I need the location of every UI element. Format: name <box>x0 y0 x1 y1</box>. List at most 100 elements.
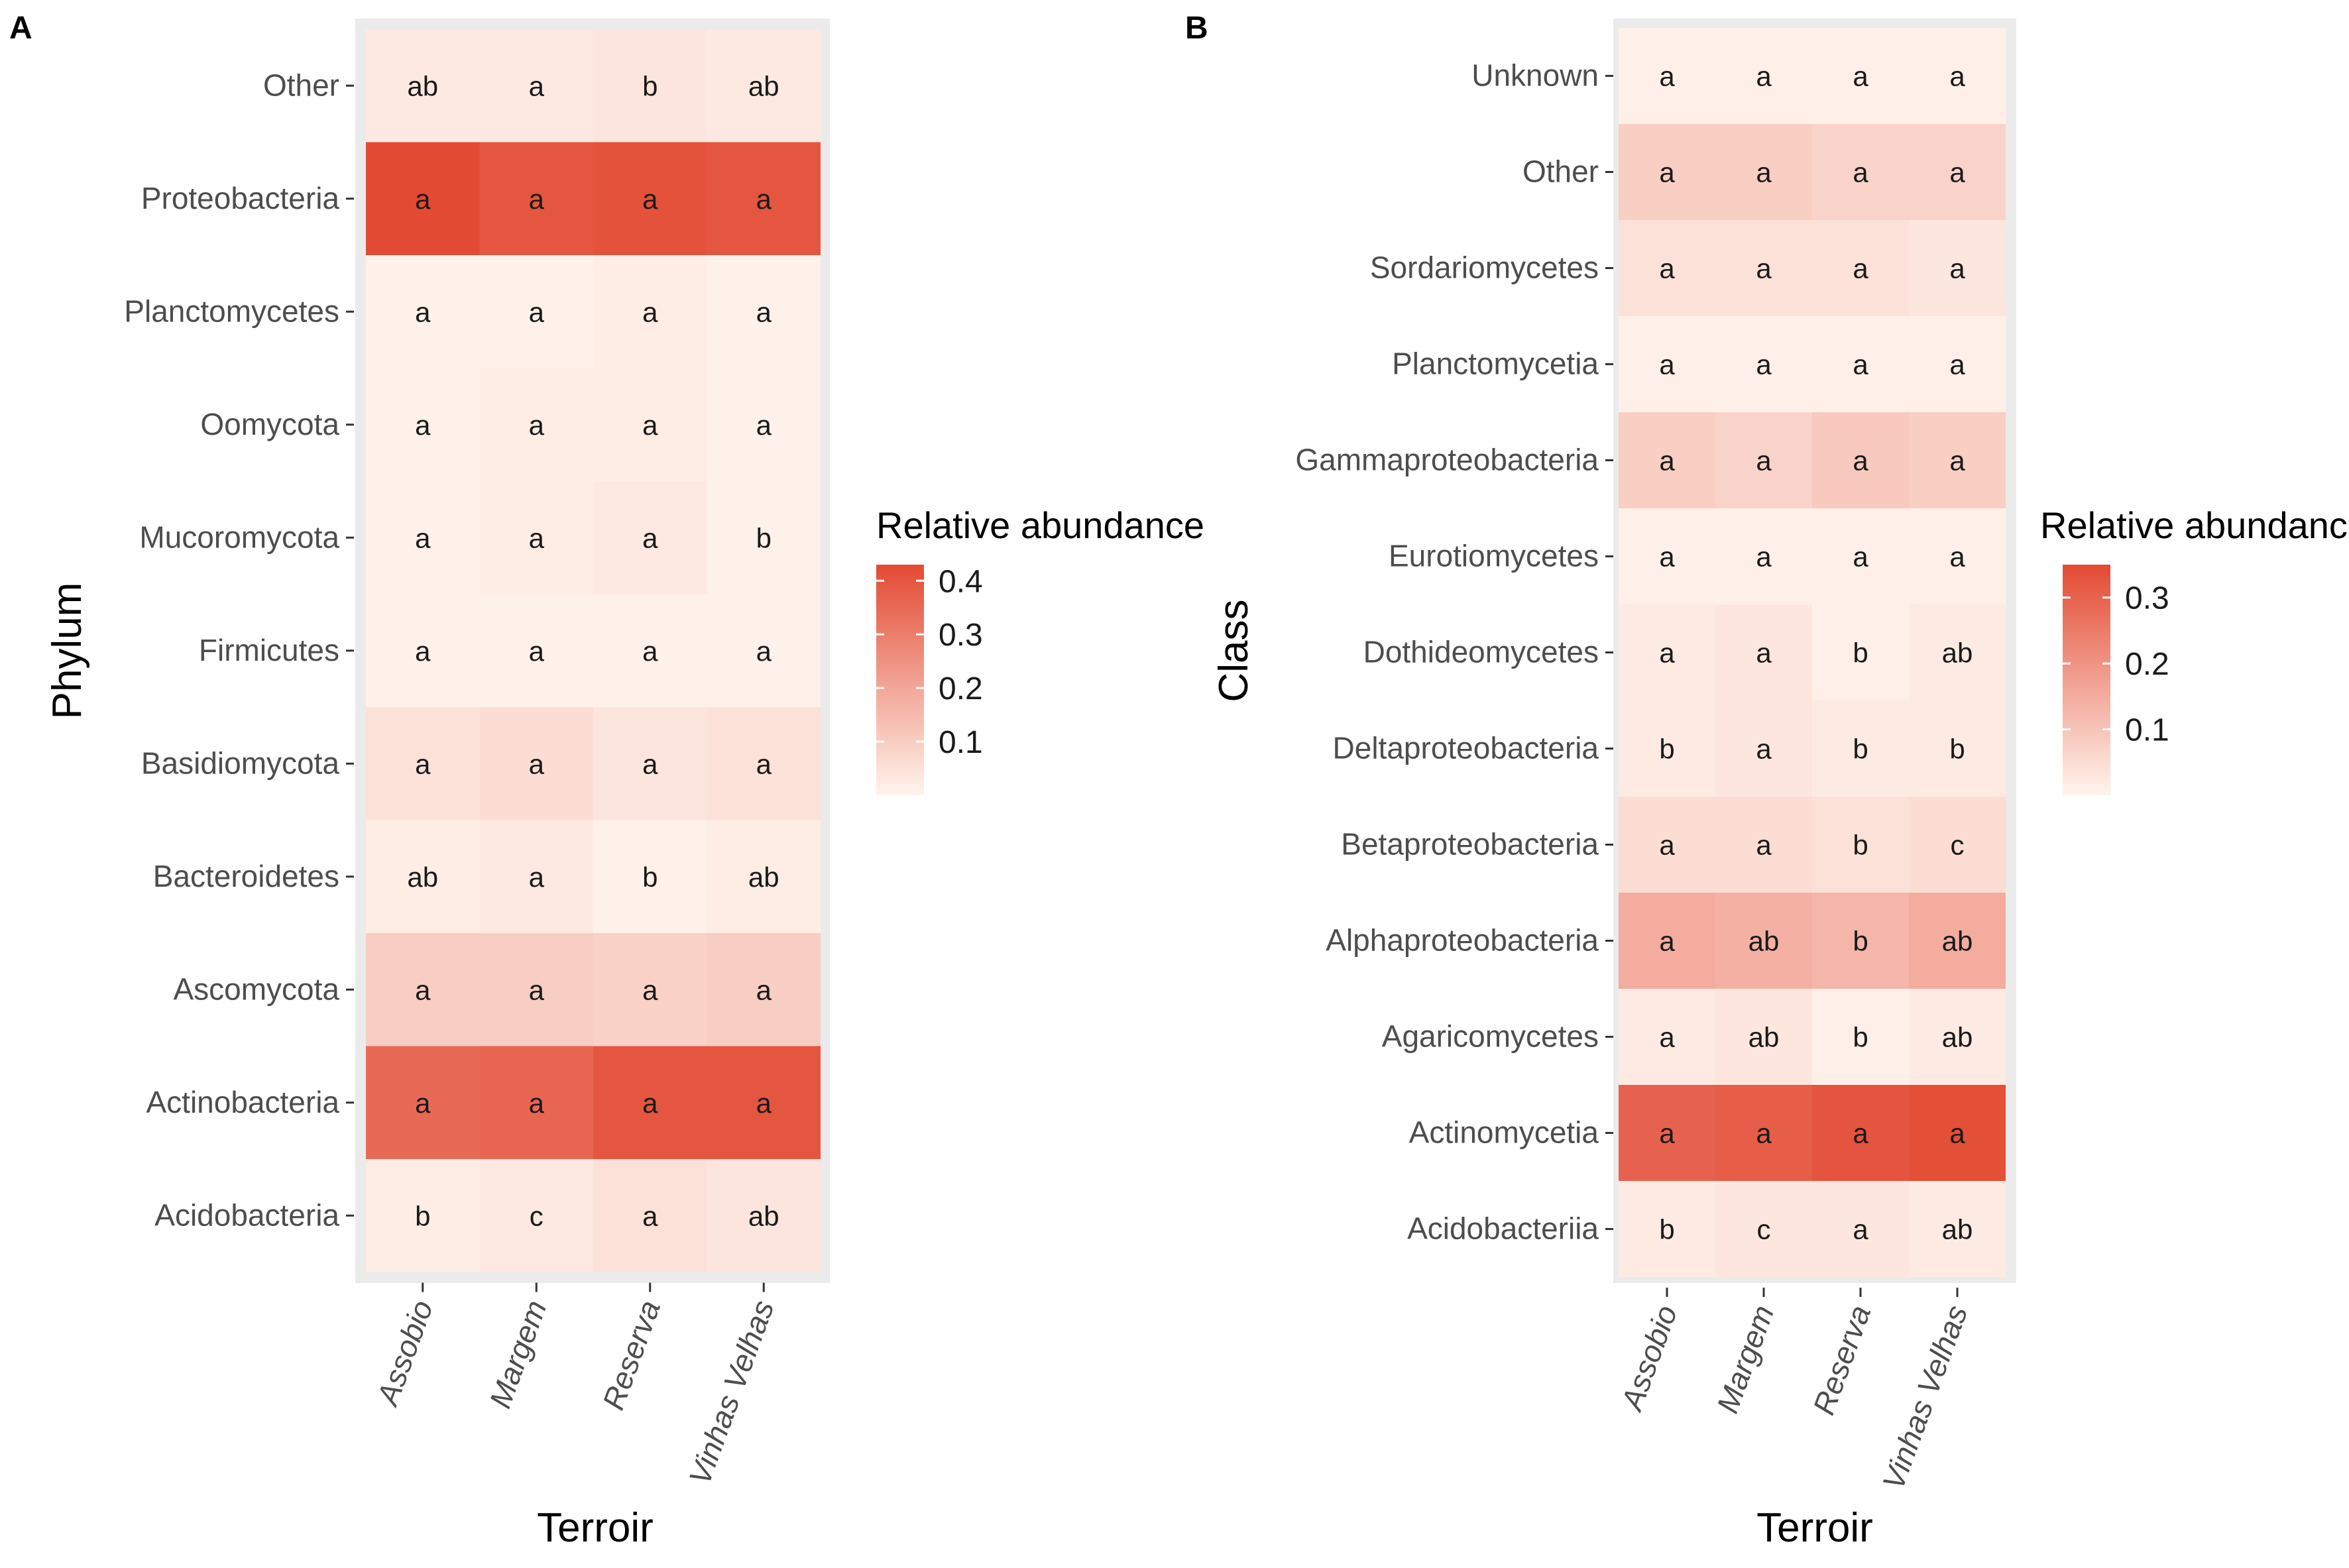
heatmap-cell <box>593 820 707 933</box>
significance-label: ab <box>1942 1022 1973 1053</box>
heatmap-cell <box>1909 124 2006 220</box>
legend-tick-label: 0.2 <box>2125 647 2169 682</box>
heatmap-cell <box>1619 989 1715 1085</box>
legend: Relative abundance 0.1 0.2 0.3 <box>2040 504 2349 795</box>
significance-label: b <box>1853 830 1868 861</box>
significance-label: a <box>415 184 431 215</box>
legend-ticks: 0.1 0.2 0.3 <box>2063 581 2169 748</box>
significance-label: a <box>1853 349 1868 380</box>
significance-label: a <box>756 296 772 327</box>
y-tick-label: Dothideomycetes <box>1363 635 1599 669</box>
y-tick-label: Acidobacteria <box>154 1198 339 1232</box>
y-tick-label: Ascomycota <box>173 972 339 1006</box>
significance-label: a <box>1949 253 1965 284</box>
heatmap-cell <box>366 481 480 594</box>
heatmap-cell <box>1715 1085 1812 1181</box>
heatmap-cell <box>593 1046 707 1159</box>
panel-label: A <box>9 11 32 46</box>
heatmap-cell <box>707 707 821 820</box>
heatmap-cell <box>366 707 480 820</box>
heatmap-cells <box>366 29 821 1272</box>
heatmap-cell <box>593 29 707 142</box>
heatmap-cell <box>1909 989 2006 1085</box>
significance-label: a <box>1756 157 1772 188</box>
y-tick-label: Basidiomycota <box>141 746 340 780</box>
heatmap-cell <box>707 29 821 142</box>
heatmap-cell <box>479 29 593 142</box>
y-tick-label: Deltaproteobacteria <box>1333 731 1599 765</box>
significance-label: a <box>756 636 772 667</box>
heatmap-cell <box>479 707 593 820</box>
y-tick-label: Planctomycetes <box>124 294 339 328</box>
heatmap-cell <box>1715 604 1812 700</box>
heatmap-cell <box>1909 220 2006 316</box>
heatmap-cell <box>479 481 593 594</box>
significance-label: a <box>415 636 431 667</box>
heatmap-cell <box>366 933 480 1046</box>
heatmap-cell <box>1909 316 2006 412</box>
heatmap-cell <box>1715 28 1812 124</box>
heatmap-cell <box>1715 508 1812 604</box>
significance-label: a <box>642 1200 658 1231</box>
significance-label: a <box>642 296 658 327</box>
significance-label: ab <box>748 862 779 893</box>
significance-label: a <box>1659 1022 1675 1053</box>
heatmap-cell <box>593 142 707 255</box>
significance-label: a <box>1853 61 1868 92</box>
heatmap-cell <box>1619 412 1715 508</box>
heatmap-cell <box>479 820 593 933</box>
significance-label: b <box>642 862 658 893</box>
heatmap-cell <box>366 820 480 933</box>
significance-label: a <box>1756 638 1772 669</box>
heatmap-cell <box>1812 1181 1909 1277</box>
heatmap-cell <box>1715 893 1812 989</box>
significance-label: a <box>642 184 658 215</box>
heatmap-cell <box>1909 412 2006 508</box>
y-tick-label: Oomycota <box>200 407 339 441</box>
significance-label: b <box>1949 734 1965 765</box>
significance-label: a <box>1949 349 1965 380</box>
significance-label: a <box>529 1088 545 1119</box>
y-tick-label: Eurotiomycetes <box>1389 539 1599 573</box>
y-tick-label: Proteobacteria <box>141 181 340 215</box>
heatmap-cell <box>1812 604 1909 700</box>
significance-label: ab <box>1942 638 1973 669</box>
heatmap-cell <box>593 933 707 1046</box>
x-axis-title: Terroir <box>537 1505 654 1551</box>
heatmap-cell <box>366 594 480 707</box>
significance-label: b <box>1659 1214 1674 1245</box>
significance-label: a <box>415 974 431 1005</box>
heatmap-cell <box>479 594 593 707</box>
significance-label: a <box>529 636 545 667</box>
heatmap-cell <box>1812 220 1909 316</box>
significance-label: a <box>1659 926 1675 957</box>
significance-label: a <box>529 184 545 215</box>
heatmap-cell <box>1909 893 2006 989</box>
significance-label: a <box>1756 349 1772 380</box>
y-axis-title: Class <box>1211 599 1257 702</box>
significance-label: a <box>1756 1118 1772 1149</box>
heatmap-cell <box>707 933 821 1046</box>
heatmap-cell <box>1619 1085 1715 1181</box>
panel-a: A ab a b aba a a aa a a aa a a aa a a ba a a aa a a aab a b aba a… <box>9 11 1204 1551</box>
significance-label: a <box>1853 445 1868 476</box>
significance-label: a <box>642 636 658 667</box>
significance-label: a <box>1756 253 1772 284</box>
significance-label: ab <box>1748 1022 1780 1053</box>
y-tick-label: Actinomycetia <box>1409 1115 1599 1150</box>
legend-ticks: 0.1 0.2 0.3 0.4 <box>876 564 983 760</box>
heatmap-cell <box>479 255 593 368</box>
heatmap-cell <box>1619 604 1715 700</box>
legend-tick-label: 0.1 <box>2125 713 2169 748</box>
heatmap-cell <box>366 29 480 142</box>
heatmap-cell <box>593 481 707 594</box>
y-tick-label: Planctomycetia <box>1392 347 1599 381</box>
heatmap-cell <box>1715 316 1812 412</box>
panel-label: B <box>1185 11 1208 46</box>
heatmap-cell <box>593 707 707 820</box>
significance-label: b <box>756 522 772 553</box>
significance-label: a <box>529 296 545 327</box>
legend-tick-label: 0.1 <box>939 725 983 760</box>
heatmap-cell <box>1619 316 1715 412</box>
